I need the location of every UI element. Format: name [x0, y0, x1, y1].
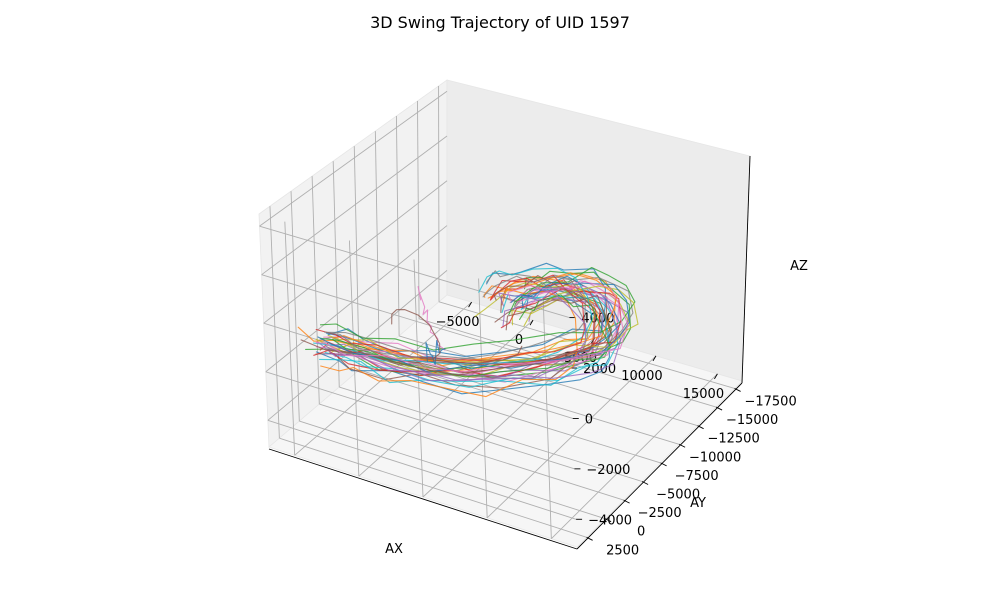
y-tick-label: −17500: [744, 394, 796, 409]
y-tick-label: −2500: [638, 506, 682, 521]
z-tick-label: 0: [585, 412, 593, 427]
z-axis-label: AZ: [790, 259, 808, 274]
chart-title: 3D Swing Trajectory of UID 1597: [370, 13, 630, 32]
x-tick-label: 15000: [683, 387, 724, 402]
z-tick-label: −2000: [586, 463, 630, 478]
y-tick-label: −7500: [675, 469, 719, 484]
z-tick-label: −4000: [588, 513, 632, 528]
y-tick-label: 2500: [606, 543, 639, 558]
y-tick-label: −15000: [726, 413, 778, 428]
x-tick-label: −5000: [436, 315, 480, 330]
y-tick-label: 0: [637, 525, 645, 540]
y-tick-label: −10000: [689, 450, 741, 465]
y-axis-label: AY: [690, 496, 706, 511]
y-tick-label: −12500: [707, 432, 759, 447]
x-tick-label: 10000: [621, 369, 662, 384]
x-axis-label: AX: [385, 542, 403, 557]
